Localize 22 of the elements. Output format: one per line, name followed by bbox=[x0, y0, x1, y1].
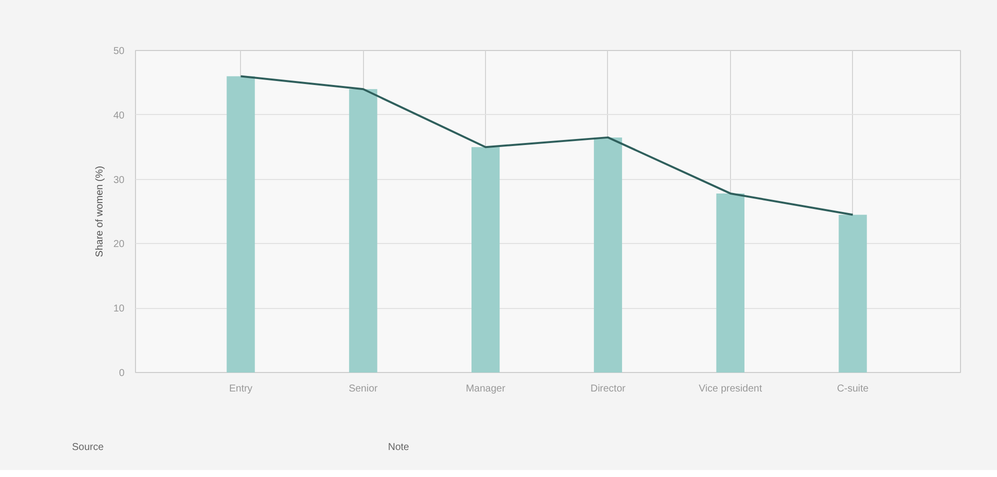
x-tick-label: Senior bbox=[348, 384, 378, 394]
x-tick-label: Director bbox=[590, 384, 626, 394]
y-tick-label: 20 bbox=[113, 239, 125, 250]
text: Source bbox=[72, 441, 104, 455]
y-tick-label: 0 bbox=[118, 368, 125, 379]
x-tick-label: C-suite bbox=[836, 384, 870, 394]
bar bbox=[594, 137, 622, 372]
bar bbox=[349, 89, 378, 372]
bar bbox=[226, 76, 255, 372]
x-tick-label: Entry bbox=[229, 384, 252, 394]
text: Note bbox=[388, 441, 410, 455]
x-tick-label: Vice president bbox=[698, 384, 762, 394]
y-tick-label: 50 bbox=[113, 46, 125, 57]
y-tick-label: 30 bbox=[113, 174, 125, 186]
y-tick-label: 40 bbox=[113, 110, 125, 122]
x-tick-label: Manager bbox=[466, 384, 506, 394]
bar bbox=[716, 193, 744, 372]
y-tick-label: 10 bbox=[113, 304, 125, 315]
bar bbox=[838, 214, 867, 372]
bar bbox=[472, 147, 500, 372]
line-series bbox=[240, 75, 854, 216]
y-axis-title: Share of women (%) bbox=[94, 166, 106, 258]
